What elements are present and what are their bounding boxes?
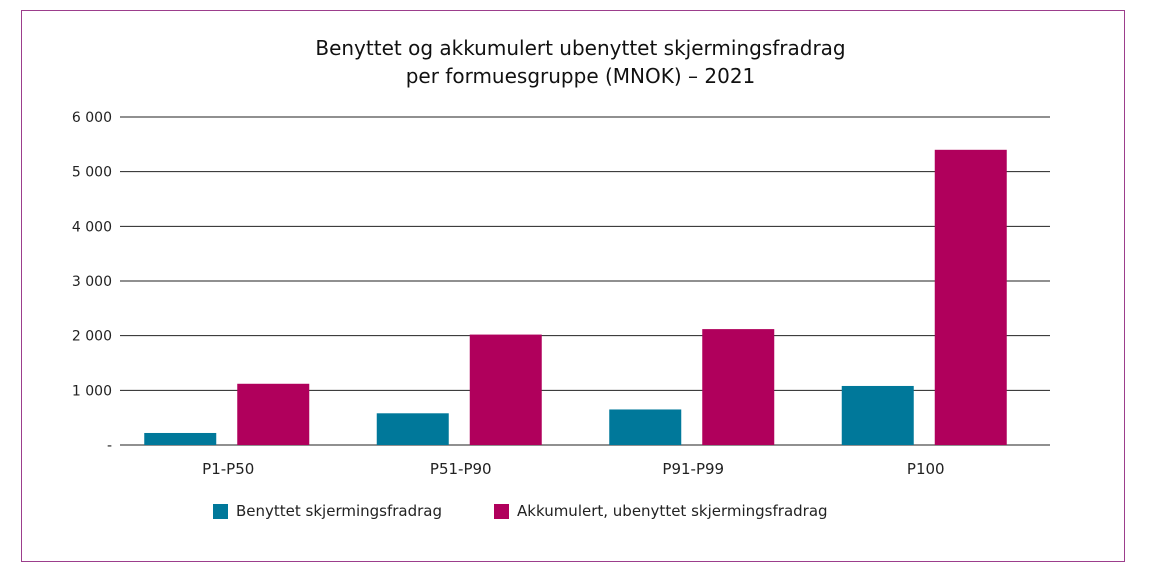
bar — [376, 413, 449, 445]
bar — [702, 329, 775, 445]
y-tick-label: 1 000 — [72, 383, 112, 399]
bar — [934, 149, 1007, 446]
x-tick-label: P100 — [907, 460, 945, 478]
y-tick-label: 6 000 — [72, 110, 112, 126]
legend-label-benyttet: Benyttet skjermingsfradrag — [236, 502, 443, 520]
chart-title-line-1: Benyttet og akkumulert ubenyttet skjermi… — [315, 36, 846, 60]
x-tick-label: P91-P99 — [662, 460, 724, 478]
y-tick-label: 4 000 — [72, 219, 112, 235]
legend-item-akkumulert: Akkumulert, ubenyttet skjermingsfradrag — [494, 502, 828, 520]
chart-legend: Benyttet skjermingsfradrag Akkumulert, u… — [213, 502, 880, 520]
legend-label-akkumulert: Akkumulert, ubenyttet skjermingsfradrag — [517, 502, 828, 520]
legend-item-benyttet: Benyttet skjermingsfradrag — [213, 502, 442, 520]
y-tick-label: 2 000 — [72, 329, 112, 345]
legend-swatch-akkumulert — [494, 503, 510, 519]
bar — [237, 383, 310, 445]
bar — [841, 385, 914, 445]
bar — [144, 432, 217, 445]
bar — [469, 334, 542, 445]
y-tick-label: 5 000 — [72, 165, 112, 181]
x-tick-label: P1-P50 — [202, 460, 254, 478]
bar — [609, 409, 682, 445]
chart-frame — [21, 10, 1125, 562]
y-tick-label: 3 000 — [72, 274, 112, 290]
x-tick-label: P51-P90 — [430, 460, 492, 478]
y-tick-label: - — [107, 438, 112, 454]
legend-swatch-benyttet — [213, 503, 228, 519]
chart-title-line-2: per formuesgruppe (MNOK) – 2021 — [405, 64, 756, 88]
